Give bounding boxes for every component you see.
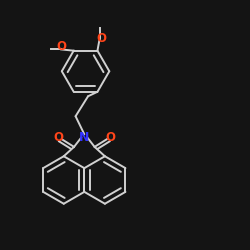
- Text: O: O: [97, 32, 107, 45]
- Text: O: O: [106, 132, 116, 144]
- Text: O: O: [53, 132, 63, 144]
- Text: N: N: [79, 131, 90, 144]
- Text: O: O: [57, 40, 67, 54]
